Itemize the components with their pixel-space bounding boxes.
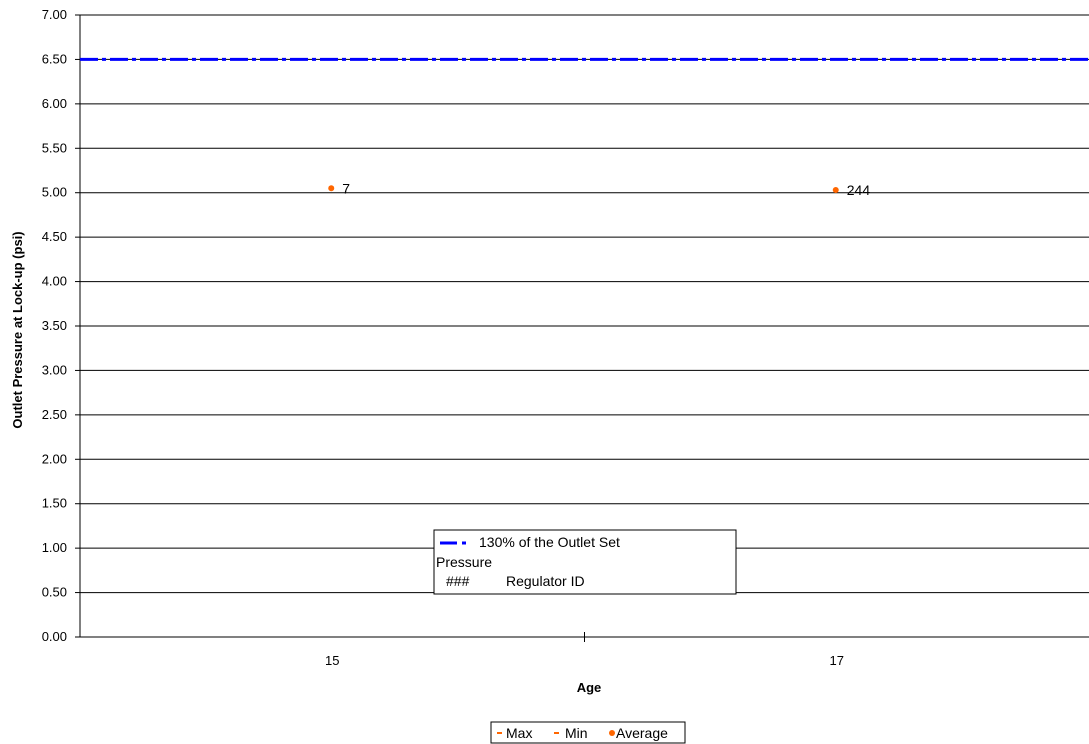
annotation-id-label: Regulator ID	[506, 573, 585, 589]
y-axis-title: Outlet Pressure at Lock-up (psi)	[10, 231, 25, 428]
x-axis-title: Age	[577, 680, 602, 695]
legend-label-min: Min	[565, 725, 588, 741]
legend: Max Min Average	[490, 721, 686, 744]
x-tick-label: 17	[830, 653, 844, 668]
annotation-id-symbol: ###	[446, 573, 470, 589]
y-tick-label: 5.00	[42, 185, 67, 200]
annotation-line-label-1: 130% of the Outlet Set	[479, 534, 620, 550]
y-tick-label: 6.00	[42, 96, 67, 111]
data-label: 244	[847, 182, 871, 198]
legend-label-max: Max	[506, 725, 532, 741]
y-tick-label: 0.00	[42, 629, 67, 644]
data-label: 7	[342, 180, 350, 196]
y-tick-label: 3.50	[42, 318, 67, 333]
annotation-line-label-2: Pressure	[436, 554, 492, 570]
y-tick-label: 4.50	[42, 229, 67, 244]
legend-marker-average	[609, 730, 615, 736]
y-tick-label: 4.00	[42, 274, 67, 289]
legend-frame	[490, 721, 686, 744]
x-tick-label: 15	[325, 653, 339, 668]
y-axis-ticks: 0.00 0.50 1.00 1.50 2.00 2.50 3.00 3.50 4.00 4.50…	[42, 7, 80, 644]
y-tick-label: 3.00	[42, 362, 67, 377]
y-tick-label: 0.50	[42, 585, 67, 600]
legend-label-average: Average	[616, 725, 668, 741]
y-tick-label: 2.00	[42, 451, 67, 466]
y-tick-label: 2.50	[42, 407, 67, 422]
y-tick-label: 7.00	[42, 7, 67, 22]
y-tick-label: 5.50	[42, 140, 67, 155]
legend-items: Max Min Average	[497, 725, 668, 741]
y-tick-label: 6.50	[42, 51, 67, 66]
average-point	[328, 185, 335, 192]
annotation-box: 130% of the Outlet Set Pressure ### Regu…	[433, 529, 737, 595]
average-point	[832, 187, 839, 194]
data-points: 7 244	[328, 180, 870, 198]
x-axis: 15 17	[79, 15, 1089, 668]
y-tick-label: 1.00	[42, 540, 67, 555]
y-tick-label: 1.50	[42, 496, 67, 511]
annotation-box-frame	[433, 529, 737, 595]
